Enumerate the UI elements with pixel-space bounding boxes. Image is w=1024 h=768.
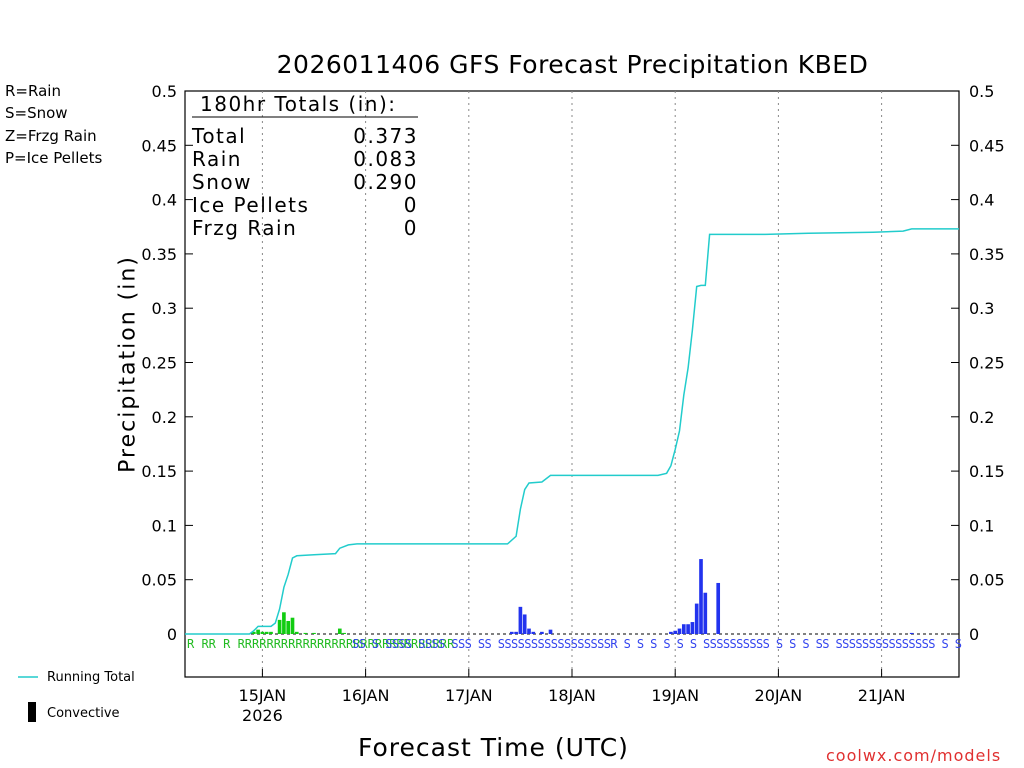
totals-label-total: Total xyxy=(192,124,247,148)
totals-value-ice-pellets: 0 xyxy=(403,193,418,217)
y-tick-label-right: 0.15 xyxy=(969,462,1005,481)
y-tick-label-left: 0.35 xyxy=(141,245,177,264)
legend-ice-pellets: P=Ice Pellets xyxy=(5,149,103,167)
rain-type-markers: R RR R RRRRRRRRRRRRRRRRRRRRRRRRRRRRRR xyxy=(187,637,455,651)
rain-bar xyxy=(342,632,346,634)
y-tick-label-left: 0.2 xyxy=(152,408,177,427)
rain-bar xyxy=(256,629,260,634)
x-tick-label: 19JAN xyxy=(651,686,699,705)
snow-type-markers: SS S SSSS SSSS SSS SS SSSSSSSSSSSSSSSSSR… xyxy=(352,637,962,651)
rain-bar xyxy=(260,631,265,634)
x-axis-label: Forecast Time (UTC) xyxy=(358,733,629,762)
rain-bar xyxy=(251,631,256,634)
x-tick-label: 18JAN xyxy=(548,686,596,705)
snow-bar xyxy=(677,628,682,634)
totals-label-freezing-rain: Frzg Rain xyxy=(192,216,298,240)
totals-value-total: 0.373 xyxy=(353,124,418,148)
x-tick-label: 17JAN xyxy=(445,686,493,705)
y-tick-label-left: 0.15 xyxy=(141,462,177,481)
rain-bar xyxy=(312,632,316,634)
totals-header: 180hr Totals (in): xyxy=(200,92,397,116)
x-tick-label: 20JAN xyxy=(755,686,803,705)
snow-bar xyxy=(531,631,536,634)
convective-legend-swatch xyxy=(28,702,36,722)
totals-value-snow: 0.290 xyxy=(353,170,418,194)
site-credit: coolwx.com/models xyxy=(826,746,1002,765)
rain-bar xyxy=(286,620,291,634)
rain-bar xyxy=(269,631,273,634)
y-tick-label-left: 0 xyxy=(167,625,177,644)
y-tick-label-right: 0 xyxy=(969,625,979,644)
y-tick-label-right: 0.5 xyxy=(969,82,994,101)
totals-label-rain: Rain xyxy=(192,147,242,171)
snow-bar xyxy=(522,614,527,634)
y-tick-label-right: 0.3 xyxy=(969,299,994,318)
snow-bar xyxy=(686,624,690,634)
y-axis-label: Precipitation (in) xyxy=(115,255,141,473)
rain-bar xyxy=(282,612,286,634)
y-tick-label-right: 0.25 xyxy=(969,354,1005,373)
snow-bar xyxy=(909,632,914,634)
snow-bar xyxy=(509,631,514,634)
totals-value-rain: 0.083 xyxy=(353,147,418,171)
rain-bar xyxy=(290,617,295,634)
snow-bar xyxy=(716,582,721,634)
snow-bar xyxy=(548,629,553,634)
y-tick-label-right: 0.2 xyxy=(969,408,994,427)
snow-bar xyxy=(527,628,531,634)
y-tick-label-right: 0.45 xyxy=(969,136,1005,155)
y-tick-label-right: 0.1 xyxy=(969,516,994,535)
y-tick-label-left: 0.05 xyxy=(141,571,177,590)
y-tick-label-left: 0.25 xyxy=(141,354,177,373)
rain-bar xyxy=(303,632,308,634)
y-tick-label-right: 0.4 xyxy=(969,191,994,210)
x-tick-label: 21JAN xyxy=(858,686,906,705)
convective-legend-label: Convective xyxy=(47,706,120,721)
snow-bar xyxy=(673,630,678,634)
x-tick-year-label: 2026 xyxy=(242,706,283,725)
rain-bar xyxy=(264,631,269,634)
y-tick-label-right: 0.05 xyxy=(969,571,1005,590)
y-tick-label-right: 0.35 xyxy=(969,245,1005,264)
y-tick-label-left: 0.5 xyxy=(152,82,177,101)
rain-bar xyxy=(294,631,299,634)
totals-value-freezing-rain: 0 xyxy=(403,216,418,240)
snow-bar xyxy=(681,624,686,634)
x-tick-label: 16JAN xyxy=(342,686,390,705)
y-tick-label-left: 0.1 xyxy=(152,516,177,535)
chart-title: 2026011406 GFS Forecast Precipitation KB… xyxy=(276,50,869,79)
snow-bar xyxy=(699,559,703,634)
running-total-line xyxy=(185,228,959,635)
x-tick-label: 15JAN xyxy=(239,686,287,705)
snow-bar xyxy=(694,603,699,634)
snow-bar xyxy=(518,606,523,634)
legend-freezing-rain: Z=Frzg Rain xyxy=(5,127,97,145)
snow-bar xyxy=(669,631,673,634)
y-tick-label-left: 0.3 xyxy=(152,299,177,318)
y-tick-label-left: 0.4 xyxy=(152,191,177,210)
y-tick-label-left: 0.45 xyxy=(141,136,177,155)
legend-rain: R=Rain xyxy=(5,82,61,100)
running-total-legend-label: Running Total xyxy=(47,670,135,685)
snow-bar xyxy=(703,592,708,634)
snow-bar xyxy=(514,631,518,634)
snow-bar xyxy=(540,631,544,634)
totals-label-snow: Snow xyxy=(192,170,252,194)
totals-label-ice-pellets: Ice Pellets xyxy=(192,193,310,217)
legend-snow: S=Snow xyxy=(5,104,68,122)
snow-bar xyxy=(690,622,695,634)
rain-bar xyxy=(337,628,342,634)
rain-bar xyxy=(277,619,282,634)
